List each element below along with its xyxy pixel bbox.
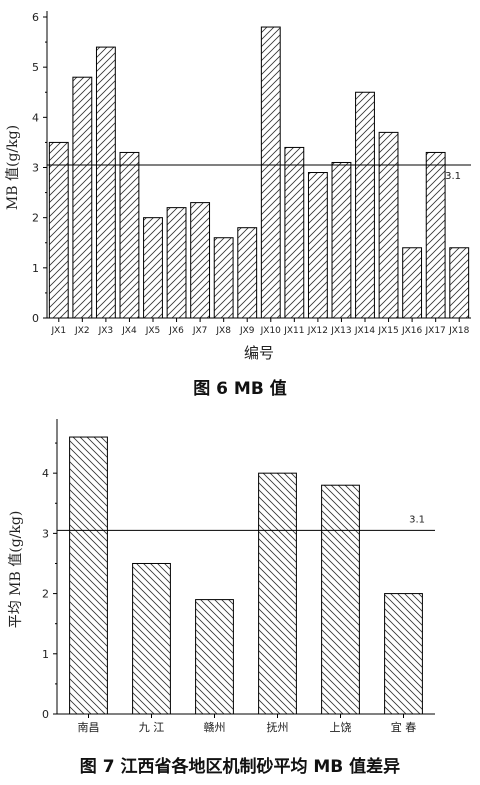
- bar-JX3: [95, 46, 116, 319]
- y-tick-label: 3: [42, 527, 49, 540]
- bar-JX18: [449, 247, 470, 319]
- x-tick-label: JX8: [215, 326, 231, 336]
- x-tick-label: JX6: [168, 326, 184, 336]
- y-tick-label: 6: [32, 11, 39, 24]
- x-tick-label: JX4: [121, 326, 137, 336]
- chart2-caption: 图 7 江西省各地区机制砂平均 MB 值差异: [80, 756, 400, 777]
- y-tick-label: 0: [32, 312, 39, 325]
- bar-JX9: [237, 227, 258, 319]
- x-tick-label: JX15: [377, 326, 398, 336]
- y-tick-label: 5: [32, 61, 39, 74]
- x-tick-label: JX10: [260, 326, 282, 336]
- y-tick-label: 4: [42, 467, 49, 480]
- reference-line-label: 3.1: [409, 514, 425, 525]
- x-tick-label: 九 江: [139, 721, 165, 734]
- bar-JX4: [119, 151, 140, 319]
- x-tick-label: JX1: [51, 326, 67, 336]
- x-tick-label: JX16: [401, 326, 423, 336]
- bar-JX17: [425, 151, 446, 319]
- bar-JX11: [284, 146, 305, 319]
- bar-九 江: [132, 562, 171, 715]
- x-tick-label: JX18: [448, 326, 470, 336]
- reference-line-label: 3.1: [445, 171, 461, 182]
- bar-上饶: [321, 484, 360, 715]
- x-tick-label: JX12: [307, 326, 328, 336]
- x-axis-title: 编号: [244, 344, 274, 362]
- x-tick-label: JX3: [98, 326, 114, 336]
- y-tick-label: 1: [42, 648, 49, 661]
- x-tick-label: 上饶: [330, 721, 352, 734]
- bar-JX14: [355, 91, 375, 319]
- y-tick-label: 4: [32, 111, 39, 124]
- x-tick-label: JX13: [330, 326, 351, 336]
- bar-JX16: [402, 247, 423, 319]
- y-axis-title: 平均 MB 值(g/kg): [8, 511, 24, 629]
- y-tick-label: 1: [32, 262, 39, 275]
- bar-JX1: [48, 141, 69, 319]
- bar-宜 春: [384, 593, 423, 715]
- bar-JX7: [190, 202, 211, 319]
- bar-抚州: [258, 472, 297, 715]
- chart1-caption: 图 6 MB 值: [193, 378, 286, 399]
- y-axis-title: MB 值(g/kg): [5, 125, 21, 210]
- bar-JX2: [72, 76, 93, 319]
- x-tick-label: JX14: [354, 326, 376, 336]
- bar-JX13: [331, 161, 352, 319]
- bar-JX6: [166, 207, 187, 319]
- chart-regional-average-mb: 0 1 2 3 4 南昌 九 江 赣州 抚州 上饶 宜 春 3.1 平均 MB 值(g/kg): [8, 419, 435, 734]
- bar-JX5: [143, 217, 163, 319]
- bar-JX12: [307, 172, 328, 319]
- y-tick-label: 0: [42, 708, 49, 721]
- y-tick-label: 3: [32, 162, 39, 175]
- bar-JX15: [378, 131, 399, 319]
- x-tick-label: 抚州: [267, 720, 289, 734]
- bar-JX10: [260, 26, 281, 319]
- x-tick-label: 南昌: [78, 721, 100, 734]
- bar-南昌: [69, 436, 108, 715]
- bar-JX8: [213, 237, 234, 319]
- x-tick-label: JX7: [192, 326, 208, 336]
- x-tick-label: JX11: [283, 326, 304, 336]
- x-tick-label: 宜 春: [391, 720, 417, 734]
- x-tick-label: JX17: [425, 326, 446, 336]
- y-tick-label: 2: [32, 212, 39, 225]
- y-tick-label: 2: [42, 588, 49, 601]
- x-tick-label: JX5: [145, 326, 161, 336]
- bar-赣州: [195, 599, 234, 715]
- x-tick-label: 赣州: [204, 720, 226, 734]
- x-tick-label: JX9: [239, 326, 255, 336]
- x-tick-label: JX2: [74, 326, 90, 336]
